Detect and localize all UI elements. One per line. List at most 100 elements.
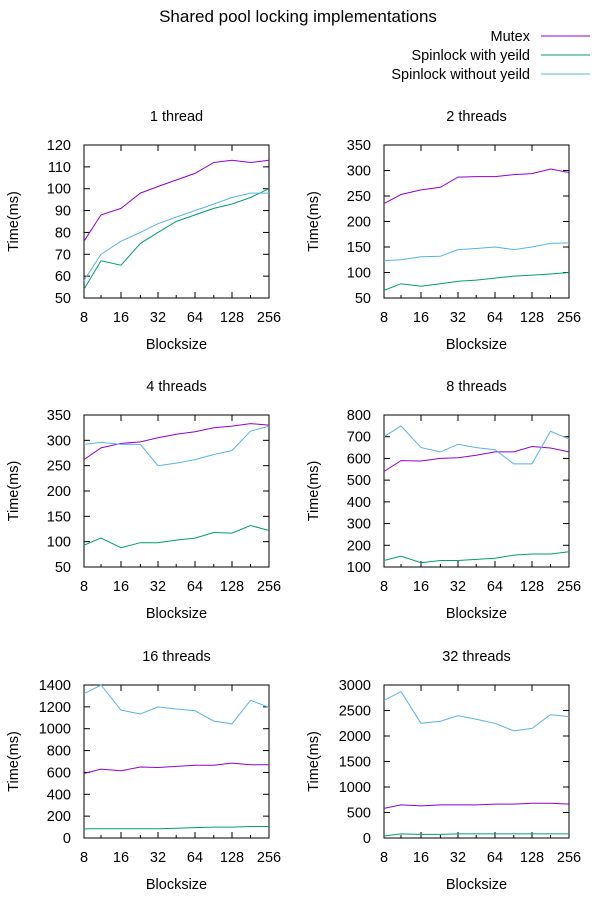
x-tick-label: 128 xyxy=(520,850,544,866)
y-tick-label: 60 xyxy=(55,269,71,285)
panel-8-threads: 8 threads 100 200 300 400 500 600 700 800 8 16 32 64… xyxy=(306,379,581,622)
x-axis-label: Blocksize xyxy=(146,337,207,353)
panel-4-threads: 4 threads 50 100 150 200 250 300 350 8 16 32 64 128 2… xyxy=(6,379,281,622)
y-axis-label: Time(ms) xyxy=(6,461,22,522)
x-tick-label: 16 xyxy=(413,850,429,866)
y-tick-label: 1000 xyxy=(39,722,71,738)
x-axis-label: Blocksize xyxy=(146,877,207,893)
series-line-spinlock-with-yeild xyxy=(83,188,270,290)
legend-label-spinlock-with-yeild: Spinlock with yeild xyxy=(412,48,530,64)
y-tick-label: 90 xyxy=(55,204,71,220)
y-tick-label: 2500 xyxy=(339,704,371,720)
x-tick-label: 32 xyxy=(150,579,166,595)
x-tick-label: 8 xyxy=(380,579,388,595)
x-tick-label: 64 xyxy=(187,310,203,326)
y-tick-label: 1200 xyxy=(39,700,71,716)
series-line-spinlock-without-yeild xyxy=(383,425,570,465)
y-tick-label: 300 xyxy=(347,517,371,533)
panel-title: 1 thread xyxy=(150,109,203,125)
series-line-spinlock-with-yeild xyxy=(383,551,570,564)
panel-title: 2 threads xyxy=(446,109,506,125)
panel-title: 32 threads xyxy=(442,649,511,665)
series-line-spinlock-with-yeild xyxy=(383,833,569,837)
series-line-spinlock-without-yeild xyxy=(83,192,269,281)
panel-title: 16 threads xyxy=(142,649,211,665)
x-tick-label: 8 xyxy=(80,579,88,595)
y-tick-label: 100 xyxy=(47,182,71,198)
x-tick-label: 16 xyxy=(413,579,429,595)
y-axis-label: Time(ms) xyxy=(306,191,322,252)
y-tick-label: 50 xyxy=(55,291,71,307)
y-axis-label: Time(ms) xyxy=(306,731,322,792)
x-tick-label: 256 xyxy=(557,850,581,866)
y-tick-label: 350 xyxy=(347,138,371,154)
y-tick-label: 1000 xyxy=(339,780,371,796)
plot-frame xyxy=(83,414,270,568)
y-tick-label: 250 xyxy=(47,459,71,475)
y-tick-label: 200 xyxy=(47,809,71,825)
x-tick-label: 32 xyxy=(450,850,466,866)
y-tick-label: 700 xyxy=(347,430,371,446)
x-tick-label: 32 xyxy=(150,850,166,866)
y-tick-label: 200 xyxy=(347,215,371,231)
panel-title: 8 threads xyxy=(446,379,506,395)
y-tick-label: 70 xyxy=(55,247,71,263)
y-tick-label: 0 xyxy=(363,831,371,847)
y-tick-label: 800 xyxy=(347,408,371,424)
y-axis-label: Time(ms) xyxy=(6,731,22,792)
x-tick-label: 8 xyxy=(80,850,88,866)
panel-32-threads: 32 threads 0 500 1000 1500 2000 2500 3000 8 16 32 6… xyxy=(306,649,581,893)
y-tick-label: 500 xyxy=(347,473,371,489)
y-axis-label: Time(ms) xyxy=(6,191,22,252)
plot-frame xyxy=(83,684,270,839)
y-tick-label: 600 xyxy=(47,765,71,781)
legend: Mutex Spinlock with yeild Spinlock witho… xyxy=(391,29,590,83)
series-line-mutex xyxy=(383,168,570,205)
y-tick-label: 800 xyxy=(47,744,71,760)
y-tick-label: 110 xyxy=(48,160,71,176)
x-tick-label: 32 xyxy=(450,579,466,595)
x-tick-label: 128 xyxy=(220,579,244,595)
panel-2-threads: 2 threads 50 100 150 200 250 300 350 8 16 32 64 128 2… xyxy=(306,109,581,353)
x-tick-label: 128 xyxy=(520,579,544,595)
x-tick-label: 16 xyxy=(413,310,429,326)
y-tick-label: 150 xyxy=(47,509,71,525)
series-line-spinlock-with-yeild xyxy=(383,272,570,291)
series-line-mutex xyxy=(83,423,270,461)
figure-title: Shared pool locking implementations xyxy=(159,7,437,26)
x-tick-label: 256 xyxy=(257,310,281,326)
series-line-mutex xyxy=(83,159,270,242)
x-axis-label: Blocksize xyxy=(146,606,207,622)
legend-label-mutex: Mutex xyxy=(491,29,531,45)
y-tick-label: 50 xyxy=(55,560,71,576)
x-tick-label: 64 xyxy=(487,310,503,326)
x-axis-label: Blocksize xyxy=(446,337,507,353)
series-line-mutex xyxy=(83,762,269,774)
y-tick-label: 400 xyxy=(347,495,371,511)
panel-16-threads: 16 threads 0 200 400 600 800 1000 1200 1400 8 16 32… xyxy=(6,649,281,893)
y-tick-label: 200 xyxy=(47,484,71,500)
x-tick-label: 64 xyxy=(187,850,203,866)
x-axis-label: Blocksize xyxy=(446,877,507,893)
y-tick-label: 1500 xyxy=(339,755,371,771)
x-axis-label: Blocksize xyxy=(446,606,507,622)
series-line-mutex xyxy=(383,445,570,472)
y-tick-label: 100 xyxy=(347,266,371,282)
x-tick-label: 128 xyxy=(220,310,244,326)
x-tick-label: 64 xyxy=(487,579,503,595)
series-line-spinlock-without-yeild xyxy=(383,242,570,262)
x-tick-label: 8 xyxy=(380,850,388,866)
x-tick-label: 32 xyxy=(450,310,466,326)
x-tick-label: 256 xyxy=(257,850,281,866)
y-tick-label: 80 xyxy=(55,225,71,241)
x-tick-label: 16 xyxy=(113,310,129,326)
x-tick-label: 128 xyxy=(520,310,544,326)
x-tick-label: 256 xyxy=(257,579,281,595)
y-tick-label: 1400 xyxy=(39,678,71,694)
y-tick-label: 350 xyxy=(47,408,71,424)
y-tick-label: 120 xyxy=(47,138,71,154)
x-tick-label: 16 xyxy=(113,579,129,595)
x-tick-label: 64 xyxy=(487,850,503,866)
